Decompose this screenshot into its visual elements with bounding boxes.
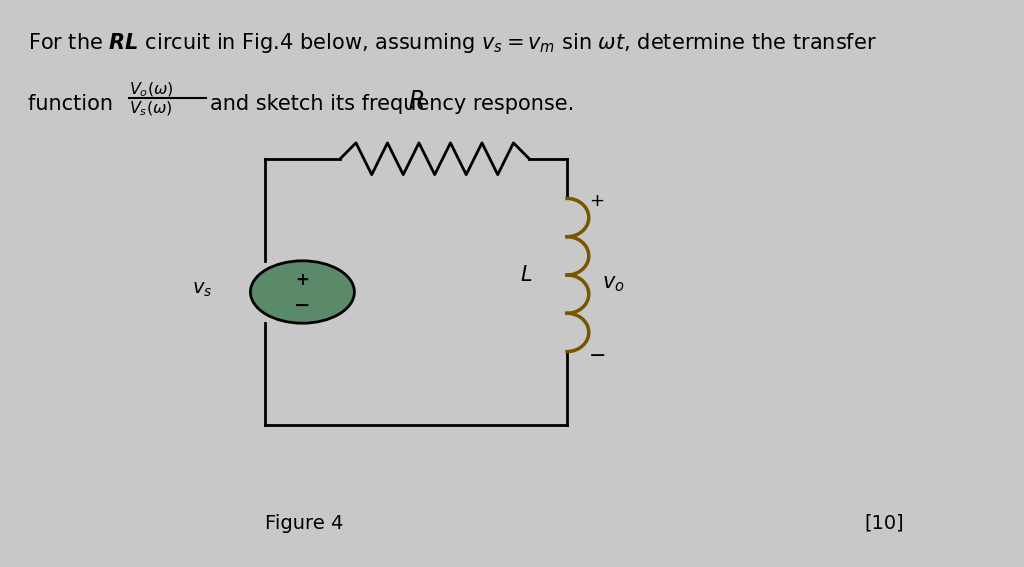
Text: [10]: [10] [864,514,904,533]
Text: +: + [589,192,604,210]
Text: $L$: $L$ [520,265,532,285]
Text: +: + [296,271,309,289]
Text: $V_s(\omega)$: $V_s(\omega)$ [129,99,173,117]
Text: −: − [589,346,606,366]
Text: −: − [294,295,310,315]
Text: function: function [29,94,120,113]
Text: and sketch its frequency response.: and sketch its frequency response. [210,94,574,113]
Circle shape [251,261,354,323]
Text: $V_o(\omega)$: $V_o(\omega)$ [129,81,174,99]
Text: $R$: $R$ [408,90,424,113]
Text: Figure 4: Figure 4 [264,514,343,533]
Text: $v_s$: $v_s$ [193,280,213,299]
Text: For the $\boldsymbol{RL}$ circuit in Fig.4 below, assuming $v_s = v_m$ sin $\ome: For the $\boldsymbol{RL}$ circuit in Fig… [29,31,878,55]
Text: $v_o$: $v_o$ [602,273,625,294]
